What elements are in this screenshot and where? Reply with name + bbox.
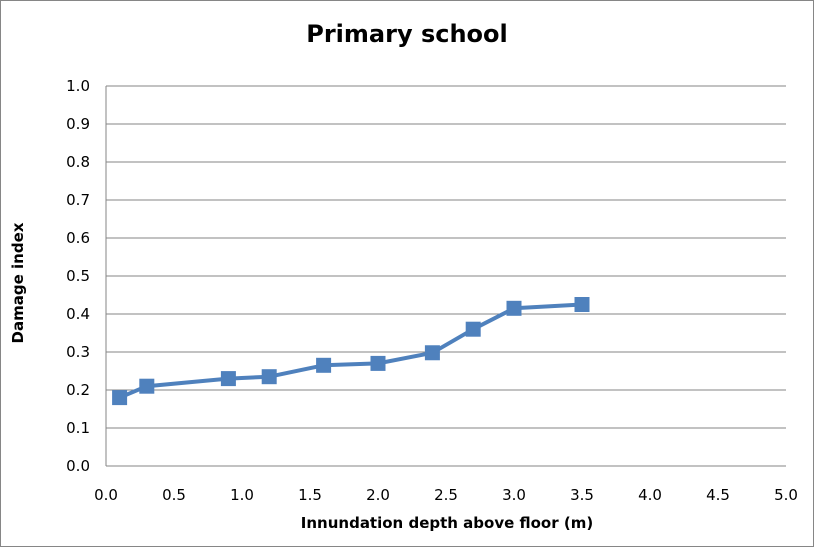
x-tick-label: 5.0 [774,486,798,504]
x-tick-label: 4.5 [706,486,730,504]
x-tick-label: 1.0 [230,486,254,504]
axes [105,86,786,467]
chart-title: Primary school [306,20,508,48]
y-tick-label: 0.5 [66,267,90,285]
data-point-marker [424,345,440,361]
gridlines [106,85,786,429]
data-point-marker [316,357,332,373]
data-point-marker [261,369,277,385]
data-point-marker [112,390,128,406]
x-tick-label: 2.0 [366,486,390,504]
y-tick-label: 0.6 [66,229,90,247]
y-tick-label: 0.8 [66,153,90,171]
y-tick-label: 1.0 [66,77,90,95]
y-tick-label: 0.0 [66,457,90,475]
data-point-marker [370,355,386,371]
data-point-marker [220,371,236,387]
y-tick-label: 0.2 [66,381,90,399]
y-tick-label: 0.9 [66,115,90,133]
series-line [118,302,583,400]
y-tick-label: 0.1 [66,419,90,437]
data-point-marker [139,378,155,394]
x-axis-label: Innundation depth above floor (m) [300,514,594,532]
y-tick-label: 0.7 [66,191,90,209]
x-tick-labels: 0.0 0.5 1.0 1.5 2.0 2.5 3.0 3.5 4.0 4.5 5.0 [94,486,798,504]
x-tick-label: 3.0 [502,486,526,504]
y-tick-label: 0.3 [66,343,90,361]
data-point-marker [506,300,522,316]
x-tick-label: 1.5 [298,486,322,504]
x-tick-label: 4.0 [638,486,662,504]
data-point-marker [465,321,481,337]
data-point-marker [574,297,590,312]
y-tick-label: 0.4 [66,305,90,323]
series-layer [112,297,590,406]
x-tick-label: 0.5 [162,486,186,504]
x-tick-label: 3.5 [570,486,594,504]
x-tick-label: 0.0 [94,486,118,504]
x-tick-label: 2.5 [434,486,458,504]
y-tick-labels: 0.0 0.1 0.2 0.3 0.4 0.5 0.6 0.7 0.8 0.9 1.0 [66,77,90,475]
